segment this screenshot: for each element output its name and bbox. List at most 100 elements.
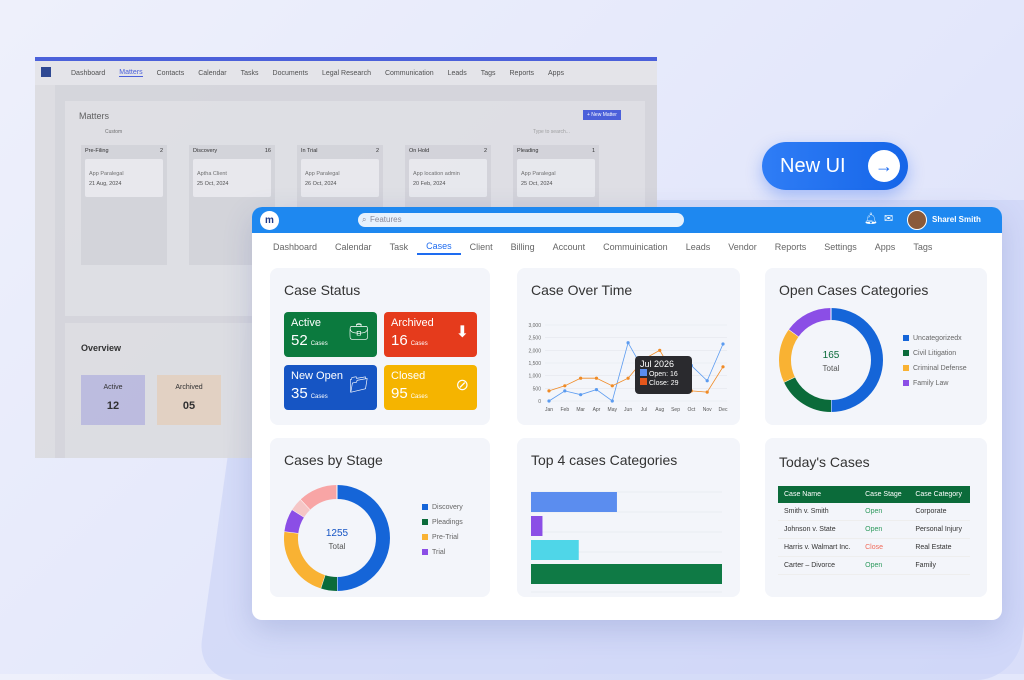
table-row[interactable]: Smith v. Smith Open Corporate	[778, 503, 970, 521]
active-label: Active	[103, 384, 123, 391]
donut-slice	[300, 485, 338, 510]
matter-date: 21 Aug, 2024	[89, 181, 122, 187]
old-sidebar	[35, 85, 55, 458]
matter-card[interactable]: Aptha Client 25 Oct, 2024	[193, 159, 271, 197]
main-tabs: Dashboard Calendar Task Cases Client Billing A…	[252, 233, 1002, 261]
matter-user: App Paralegal	[305, 171, 340, 177]
bar	[531, 492, 617, 512]
legend-swatch	[903, 350, 909, 357]
matter-card[interactable]: App Paralegal 26 Oct, 2024	[301, 159, 379, 197]
old-logo	[41, 67, 51, 77]
tab-settings[interactable]: Settings	[824, 242, 857, 252]
point-open	[594, 388, 599, 392]
old-nav-item[interactable]: Contacts	[156, 69, 185, 77]
tab-client[interactable]: Client	[469, 242, 493, 252]
old-nav-item[interactable]: Tasks	[240, 69, 259, 77]
tab-vendor[interactable]: Vendor	[728, 242, 757, 252]
donut-total-value: 1255	[326, 528, 349, 539]
overview-title: Overview	[81, 343, 122, 353]
old-nav-item[interactable]: Matters	[119, 69, 143, 77]
case-over-time-title: Case Over Time	[531, 282, 633, 298]
old-nav-item[interactable]: Legal Research	[321, 69, 371, 77]
arrow-right-icon: →	[868, 150, 900, 182]
old-search[interactable]: Type to search...	[533, 129, 570, 135]
tab-cases[interactable]: Cases	[417, 239, 461, 255]
y-tick-label: 2,500	[528, 336, 541, 342]
tab-billing[interactable]: Billing	[510, 242, 535, 252]
column-count: 16	[264, 148, 271, 154]
column-name: Discovery	[193, 148, 218, 154]
old-nav-item[interactable]: Documents	[272, 69, 308, 77]
old-nav-item[interactable]: Dashboard	[71, 69, 106, 77]
top-categories-card: Top 4 cases Categories	[517, 438, 740, 597]
legend-label: Pleadings	[432, 519, 463, 526]
matter-card[interactable]: App Paralegal 25 Oct, 2024	[517, 159, 595, 197]
old-nav: Dashboard Matters Contacts Calendar Tasks Doc…	[35, 61, 657, 85]
search-placeholder: Features	[370, 215, 402, 224]
status-tile-new-open[interactable]: New Open 35 Cases 📁︎	[284, 365, 377, 410]
tab-account[interactable]: Account	[552, 242, 586, 252]
legend-item: Family Law	[903, 376, 967, 391]
table-row[interactable]: Harris v. Walmart Inc. Close Real Estate	[778, 538, 970, 557]
case-status-title: Case Status	[284, 282, 361, 298]
table-row[interactable]: Johnson v. State Open Personal Injury	[778, 520, 970, 539]
matters-title: Matters	[79, 111, 110, 121]
old-nav-item[interactable]: Leads	[447, 69, 467, 77]
new-matter-button[interactable]: + New Matter	[583, 110, 621, 120]
case-stage: Open	[859, 503, 910, 521]
tab-apps[interactable]: Apps	[874, 242, 896, 252]
legend-label: Uncategorizedx	[913, 335, 962, 342]
search-input[interactable]: ⌕ Features	[358, 213, 684, 227]
case-over-time-card: Case Over Time 0 500 1,000 1,500 2,000 2,500 3…	[517, 268, 740, 425]
tab-commuinication[interactable]: Commuinication	[603, 242, 668, 252]
tile-label: Archived	[391, 317, 434, 329]
new-ui-badge[interactable]: New UI →	[762, 142, 908, 190]
matter-card[interactable]: App location admin 20 Feb, 2024	[409, 159, 487, 197]
app-logo: m	[260, 211, 279, 230]
tab-reports[interactable]: Reports	[774, 242, 807, 252]
legend-swatch	[422, 549, 428, 556]
old-nav-item[interactable]: Apps	[548, 69, 564, 77]
old-nav-item[interactable]: Reports	[509, 69, 535, 77]
tab-leads[interactable]: Leads	[685, 242, 711, 252]
column-name: Pleading	[517, 148, 539, 154]
tab-tags[interactable]: Tags	[913, 242, 933, 252]
donut-total-value: 165	[823, 350, 840, 361]
case-name: Smith v. Smith	[778, 503, 860, 521]
old-nav-item[interactable]: Communication	[384, 69, 434, 77]
legend-item: Trial	[422, 545, 463, 560]
point-close	[705, 390, 709, 394]
filter-select[interactable]: Custom	[105, 129, 123, 135]
point-open	[721, 342, 725, 346]
tab-task[interactable]: Task	[389, 242, 409, 252]
x-tick-label: Jul	[641, 407, 647, 413]
status-tile-archived[interactable]: Archived 16 Cases ⬇	[384, 312, 477, 357]
matter-card[interactable]: App Paralegal 21 Aug, 2024	[85, 159, 163, 197]
tab-dashboard[interactable]: Dashboard	[273, 242, 318, 252]
bell-icon[interactable]: 🔔︎	[864, 213, 878, 225]
new-ui-window: m ⌕ Features 🔔︎ ✉ Sharel Smith Dashboard C…	[252, 207, 1002, 620]
case-category: Real Estate	[909, 538, 970, 557]
x-tick-label: Apr	[593, 407, 601, 413]
point-close	[626, 376, 630, 380]
table-row[interactable]: Carter – Divorce Open Family	[778, 556, 970, 575]
legend-swatch	[903, 380, 909, 387]
old-nav-item[interactable]: Calendar	[198, 69, 227, 77]
matter-user: App Paralegal	[89, 171, 124, 177]
point-close	[610, 384, 614, 388]
mail-icon[interactable]: ✉	[884, 213, 894, 225]
donut-slice	[284, 509, 305, 534]
tab-calendar[interactable]: Calendar	[335, 242, 372, 252]
user-name[interactable]: Sharel Smith	[932, 215, 981, 224]
tile-label: Closed	[391, 370, 426, 382]
open-cases-categories-card: Open Cases Categories 165 Total Uncategor…	[765, 268, 987, 425]
bar-chart	[531, 491, 722, 593]
old-nav-item[interactable]: Tags	[480, 69, 496, 77]
tile-unit: Cases	[410, 341, 428, 347]
avatar[interactable]	[907, 210, 927, 230]
status-tile-active[interactable]: Active 52 Cases 💼︎	[284, 312, 377, 357]
tile-value: 52	[291, 332, 308, 349]
column-header: Case Category	[909, 486, 970, 503]
donut-slice	[788, 308, 832, 337]
status-tile-closed[interactable]: Closed 95 Cases ⊘	[384, 365, 477, 410]
